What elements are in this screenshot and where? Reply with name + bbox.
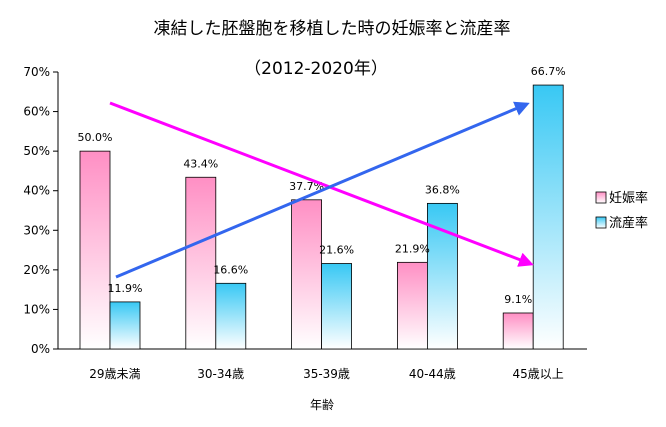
legend: 妊娠率 流産率 (595, 190, 648, 231)
x-axis-categories: 29歳未満 30-34歳 35-39歳 40-44歳 45歳以上 (89, 367, 563, 381)
y-tick-label: 0% (31, 342, 50, 356)
y-tick-label: 30% (23, 223, 50, 237)
y-tick-label: 50% (23, 144, 50, 158)
y-axis-ticks: 0% 10% 20% 30% 40% 50% 60% 70% (23, 65, 58, 356)
miscarriage-trend-arrow (115, 101, 530, 279)
data-label-miscarriage: 11.9% (108, 282, 143, 295)
data-label-pregnancy: 21.9% (395, 242, 430, 255)
x-category-label: 29歳未満 (89, 367, 140, 381)
data-label-miscarriage: 16.6% (213, 263, 248, 276)
bars (79, 84, 564, 350)
y-tick-label: 20% (23, 263, 50, 277)
legend-label-pregnancy: 妊娠率 (609, 190, 648, 206)
data-label-pregnancy: 43.4% (183, 157, 218, 170)
bar-pregnancy (185, 176, 217, 350)
bar-pregnancy (79, 150, 111, 350)
data-label-miscarriage: 36.8% (425, 183, 460, 196)
y-tick-label: 10% (23, 302, 50, 316)
y-tick-label: 60% (23, 105, 50, 119)
bar-miscarriage (532, 84, 564, 350)
bar-pregnancy (502, 312, 534, 350)
bar-miscarriage (215, 282, 247, 350)
x-axis-label: 年齢 (310, 397, 334, 412)
legend-swatch-miscarriage (595, 216, 607, 229)
x-category-label: 45歳以上 (512, 367, 563, 381)
x-category-label: 30-34歳 (197, 367, 244, 381)
data-label-miscarriage: 66.7% (531, 65, 566, 78)
bar-miscarriage (109, 301, 141, 350)
x-category-label: 35-39歳 (303, 367, 350, 381)
legend-label-miscarriage: 流産率 (609, 215, 648, 231)
y-tick-label: 70% (23, 65, 50, 79)
data-label-pregnancy: 50.0% (78, 131, 113, 144)
bar-pregnancy (291, 199, 323, 350)
y-tick-label: 40% (23, 184, 50, 198)
data-label-miscarriage: 21.6% (319, 244, 354, 257)
chart-title: 凍結した胚盤胞を移植した時の妊娠率と流産率 (154, 19, 511, 39)
bar-pregnancy (396, 261, 428, 350)
x-category-label: 40-44歳 (409, 367, 456, 381)
pregnancy-trend-arrow (109, 101, 534, 267)
legend-swatch-pregnancy (595, 191, 607, 204)
data-label-pregnancy: 9.1% (504, 293, 532, 306)
chart-subtitle: （2012-2020年） (244, 59, 388, 79)
bar-miscarriage (321, 263, 353, 350)
